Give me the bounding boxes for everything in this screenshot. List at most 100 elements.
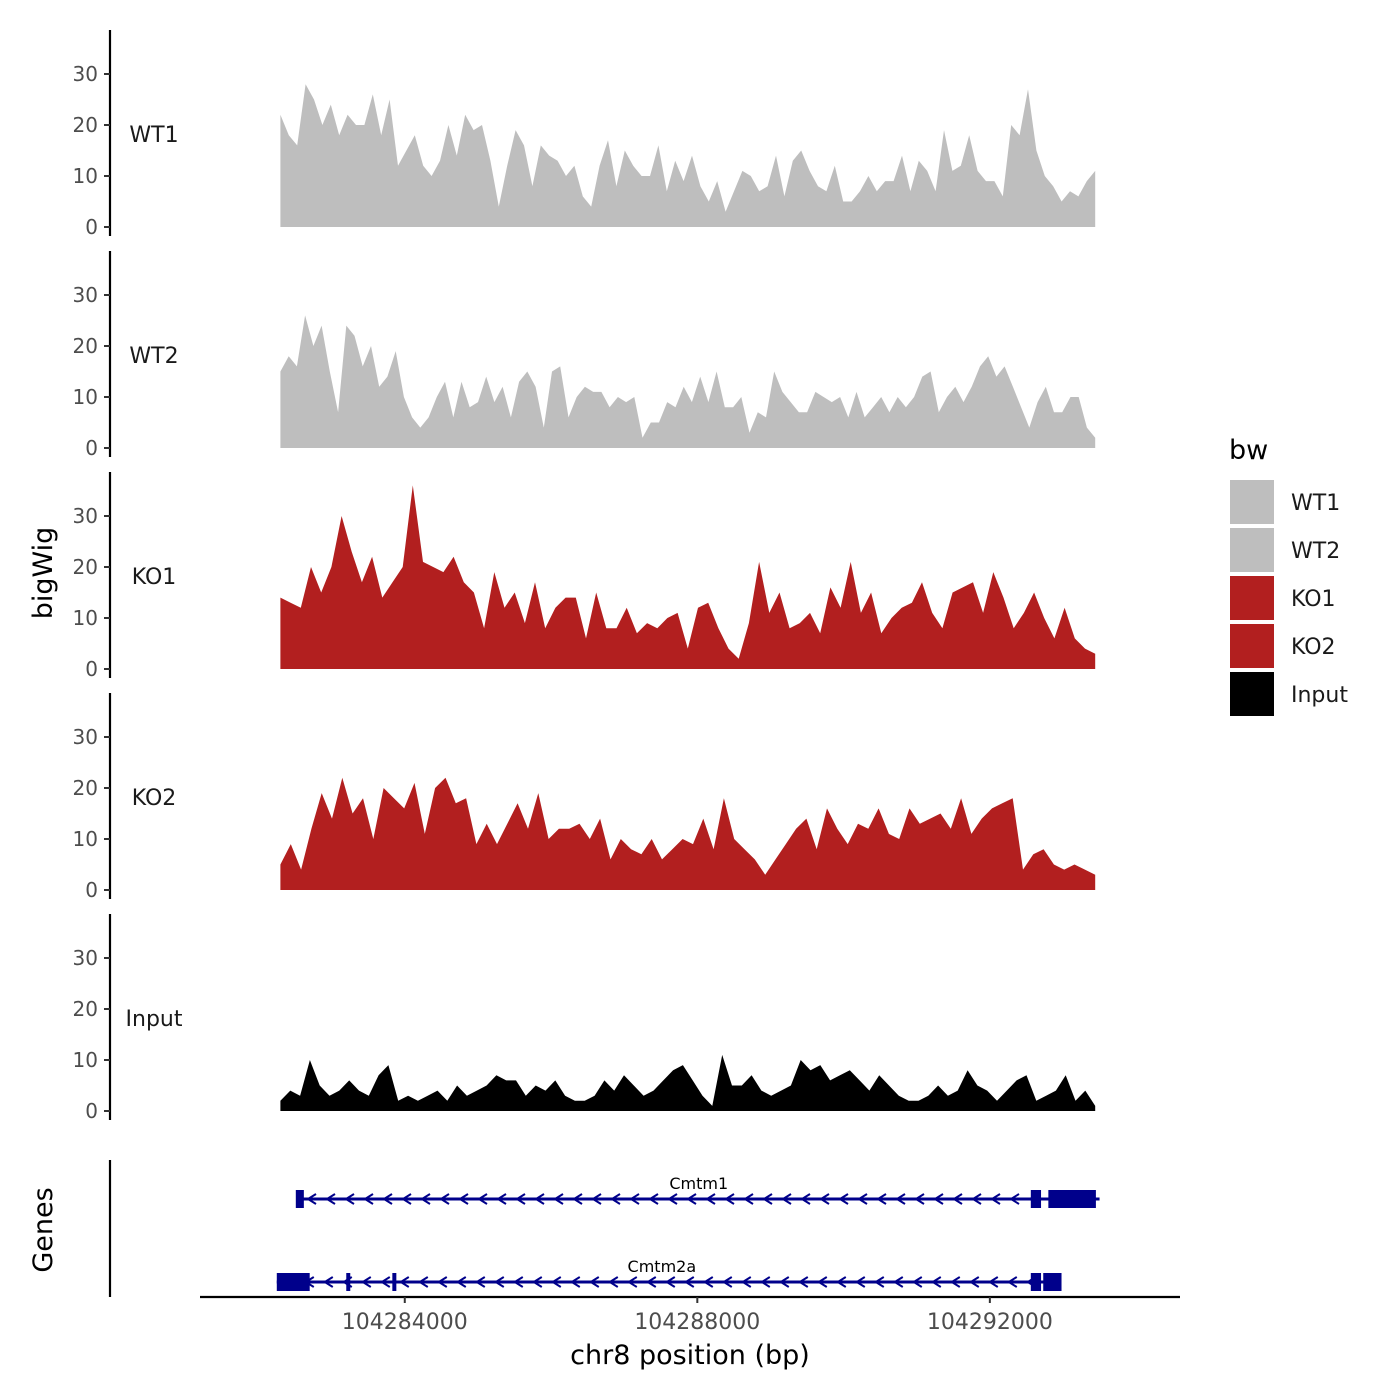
y-tick-label: 20 [73, 113, 98, 137]
track-ko1: 0 10 20 30 KO1 [73, 472, 1096, 681]
strand-arrow [550, 1276, 562, 1288]
strand-arrow [591, 1193, 602, 1205]
strand-arrow [949, 1276, 961, 1288]
strand-arrow [816, 1276, 828, 1288]
strand-arrow [800, 1193, 811, 1205]
legend-label-input: Input [1291, 683, 1348, 708]
strand-arrow [379, 1276, 391, 1288]
x-axis-title: chr8 position (bp) [570, 1340, 810, 1371]
strand-arrow [892, 1276, 904, 1288]
strand-arrow [854, 1276, 866, 1288]
track-label-wt1: WT1 [129, 123, 178, 148]
y-tick-label: 30 [73, 725, 98, 749]
legend-label-ko2: KO2 [1291, 635, 1336, 660]
strand-arrow [1006, 1276, 1018, 1288]
strand-arrow [819, 1193, 830, 1205]
track-label-input: Input [126, 1007, 183, 1032]
strand-arrow [930, 1276, 942, 1288]
strand-arrow [629, 1193, 640, 1205]
track-label-wt2: WT2 [129, 344, 178, 369]
strand-arrow [724, 1193, 735, 1205]
strand-arrow [990, 1193, 1001, 1205]
strand-arrow [740, 1276, 752, 1288]
track-input: 0 10 20 30 Input [73, 914, 1096, 1123]
signal-area-input [280, 1054, 1096, 1111]
y-tick-label: 0 [85, 1099, 98, 1123]
gene-exon [346, 1273, 351, 1291]
legend-swatch-input [1230, 672, 1274, 716]
legend: bw WT1 WT2 KO1 KO2 Input [1229, 435, 1348, 716]
strand-arrow [686, 1193, 697, 1205]
track-ko2: 0 10 20 30 KO2 [73, 693, 1096, 902]
strand-arrow [987, 1276, 999, 1288]
y-tick-label: 10 [73, 606, 98, 630]
strand-arrow [971, 1193, 982, 1205]
legend-swatch-wt2 [1230, 528, 1274, 572]
strand-arrow [743, 1193, 754, 1205]
strand-arrow [553, 1193, 564, 1205]
strand-arrow [721, 1276, 733, 1288]
strand-arrow [683, 1276, 695, 1288]
y-tick-label: 0 [85, 215, 98, 239]
strand-arrow [952, 1193, 963, 1205]
x-tick-label: 104288000 [634, 1310, 760, 1335]
y-tick-label: 0 [85, 436, 98, 460]
strand-arrow [455, 1276, 467, 1288]
legend-label-wt2: WT2 [1291, 539, 1340, 564]
y-tick-label: 20 [73, 997, 98, 1021]
strand-arrow [531, 1276, 543, 1288]
strand-arrow [968, 1276, 980, 1288]
gene-cmtm2a: Cmtm2a [276, 1257, 1062, 1291]
y-tick-label: 10 [73, 827, 98, 851]
strand-arrow [705, 1193, 716, 1205]
strand-arrow [607, 1276, 619, 1288]
gene-exon [1048, 1190, 1096, 1208]
gene-exon [1030, 1273, 1042, 1291]
strand-arrow [838, 1193, 849, 1205]
strand-arrow [534, 1193, 545, 1205]
signal-area-wt2 [280, 315, 1096, 448]
strand-arrow [876, 1193, 887, 1205]
legend-title: bw [1229, 435, 1268, 466]
y-tick-label: 10 [73, 164, 98, 188]
gene-exon [1043, 1273, 1062, 1291]
y-tick-label: 0 [85, 657, 98, 681]
strand-arrow [306, 1193, 317, 1205]
gene-label-cmtm1: Cmtm1 [669, 1174, 728, 1193]
strand-arrow [797, 1276, 809, 1288]
gene-label-cmtm2a: Cmtm2a [628, 1257, 697, 1276]
signal-area-ko1 [280, 485, 1096, 669]
gene-exon [1030, 1190, 1042, 1208]
strand-arrow [360, 1276, 372, 1288]
y-tick-label: 20 [73, 334, 98, 358]
x-tick-label: 104284000 [342, 1310, 468, 1335]
legend-swatch-ko1 [1230, 576, 1274, 620]
strand-arrow [401, 1193, 412, 1205]
strand-arrow [496, 1193, 507, 1205]
strand-arrow [344, 1193, 355, 1205]
strand-arrow [322, 1276, 334, 1288]
signal-area-wt1 [280, 84, 1096, 227]
y-tick-label: 10 [73, 1048, 98, 1072]
strand-arrow [857, 1193, 868, 1205]
strand-arrow [667, 1193, 678, 1205]
strand-arrow [572, 1193, 583, 1205]
y-tick-label: 30 [73, 946, 98, 970]
strand-arrow [778, 1276, 790, 1288]
strand-arrow [645, 1276, 657, 1288]
y-tick-label: 0 [85, 878, 98, 902]
strand-arrow [664, 1276, 676, 1288]
strand-arrow [873, 1276, 885, 1288]
gene-exon [295, 1190, 304, 1208]
legend-label-ko1: KO1 [1291, 587, 1336, 612]
strand-arrow [458, 1193, 469, 1205]
strand-arrow [648, 1193, 659, 1205]
track-label-ko1: KO1 [132, 565, 177, 590]
strand-arrow [762, 1193, 773, 1205]
gene-cmtm1: Cmtm1 [295, 1174, 1100, 1208]
strand-arrow [781, 1193, 792, 1205]
strand-arrow [911, 1276, 923, 1288]
strand-arrow [420, 1193, 431, 1205]
